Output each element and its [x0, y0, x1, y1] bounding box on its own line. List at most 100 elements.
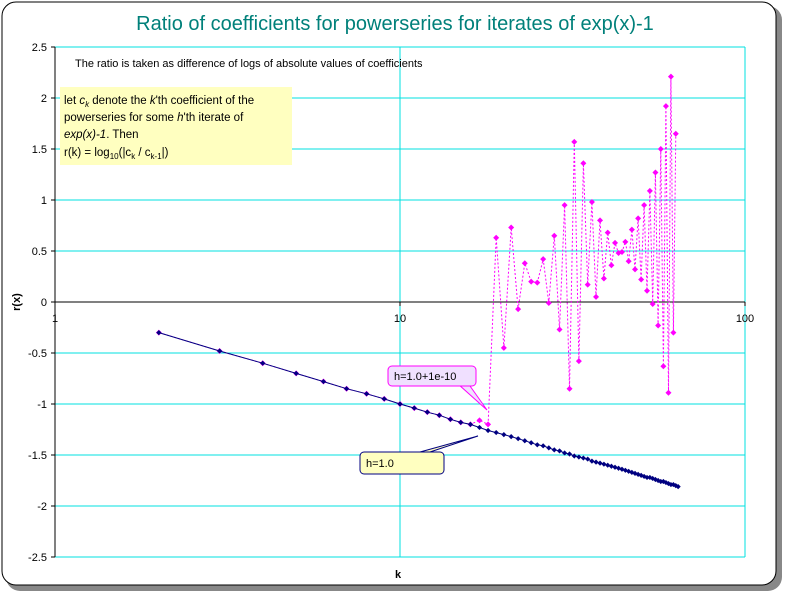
y-tick-label: 2 [41, 93, 47, 105]
data-point [476, 424, 483, 431]
data-point [670, 481, 676, 488]
data-point [500, 344, 507, 351]
data-point [626, 468, 632, 474]
data-point [561, 202, 568, 209]
data-point [597, 460, 603, 466]
note-text: k [85, 100, 90, 109]
callout-box [359, 451, 445, 475]
note-text: k [131, 152, 136, 161]
data-point [381, 396, 387, 402]
legend-label: h=1.0 [366, 458, 394, 470]
note-text: c [79, 95, 85, 107]
data-point [528, 440, 534, 446]
data-point [411, 405, 417, 411]
x-tick-label: 100 [736, 313, 754, 325]
data-point [585, 456, 591, 462]
data-point [658, 478, 664, 485]
data-point [644, 287, 651, 294]
data-point [493, 429, 499, 436]
x-tick-label: 10 [394, 313, 406, 325]
data-point [343, 386, 350, 392]
y-tick-label: 0 [41, 297, 47, 309]
note-text: |) [162, 147, 169, 159]
data-point [604, 229, 611, 236]
data-point [600, 275, 607, 282]
note-text: . Then [106, 129, 138, 141]
data-point [667, 73, 674, 80]
data-point [436, 412, 442, 418]
data-point [665, 480, 672, 487]
data-point [508, 434, 514, 440]
data-point [665, 389, 672, 396]
data-point [493, 234, 500, 241]
data-point [551, 447, 557, 453]
data-point [260, 360, 266, 366]
data-point [521, 260, 528, 267]
data-point [593, 459, 599, 465]
data-point [534, 442, 540, 448]
subtitle: The ratio is taken as difference of logs… [75, 58, 423, 70]
data-point [576, 454, 582, 460]
note-text: k [150, 95, 157, 107]
data-point [652, 476, 659, 483]
data-point [485, 427, 491, 434]
data-point [458, 419, 464, 425]
data-point [508, 224, 515, 231]
data-point [629, 469, 635, 475]
data-point [485, 421, 492, 428]
y-tick-label: -0.5 [28, 348, 47, 360]
data-point [622, 467, 628, 473]
note-text: let [64, 95, 79, 107]
y-tick-label: 0.5 [32, 246, 47, 258]
data-point [447, 416, 454, 422]
data-point [584, 281, 591, 288]
data-point [608, 262, 615, 269]
data-point [546, 445, 552, 451]
data-point [566, 385, 573, 392]
data-point [641, 202, 648, 209]
data-point [571, 138, 578, 145]
data-point [670, 329, 677, 336]
note-box [60, 87, 292, 165]
data-point [593, 293, 600, 300]
data-point [673, 483, 679, 489]
data-point [612, 464, 618, 470]
data-point [663, 479, 669, 486]
data-point [580, 160, 587, 167]
data-point [628, 226, 635, 233]
data-point [662, 103, 669, 110]
note-text: r(k) = log [64, 147, 110, 159]
note-text: powerseries for some [64, 112, 177, 124]
data-point [655, 322, 662, 329]
note-text: (|c [119, 147, 132, 159]
data-point [397, 401, 403, 407]
data-point [638, 276, 645, 283]
data-point [638, 472, 644, 478]
data-point [625, 258, 632, 265]
data-point [641, 473, 647, 480]
data-point [363, 391, 370, 397]
data-point [528, 278, 535, 285]
data-point [649, 301, 656, 308]
data-point [635, 215, 642, 222]
y-tick-label: 1 [41, 195, 47, 207]
data-point [646, 187, 653, 194]
legend-label: h=1.0+1e-10 [394, 371, 456, 383]
data-point [320, 378, 327, 385]
y-tick-label: -2 [37, 501, 47, 513]
note-text: 'th iterate of [184, 112, 245, 124]
data-point [675, 484, 681, 490]
data-point [632, 470, 638, 476]
data-point [650, 475, 656, 482]
data-point [618, 249, 625, 256]
data-point [644, 474, 650, 481]
data-point [293, 370, 299, 376]
data-point [652, 169, 659, 176]
data-point [597, 217, 604, 224]
data-point [556, 326, 563, 333]
data-point [562, 450, 568, 456]
note-text: 10 [110, 152, 119, 161]
data-point [424, 409, 430, 415]
data-point [571, 453, 577, 459]
